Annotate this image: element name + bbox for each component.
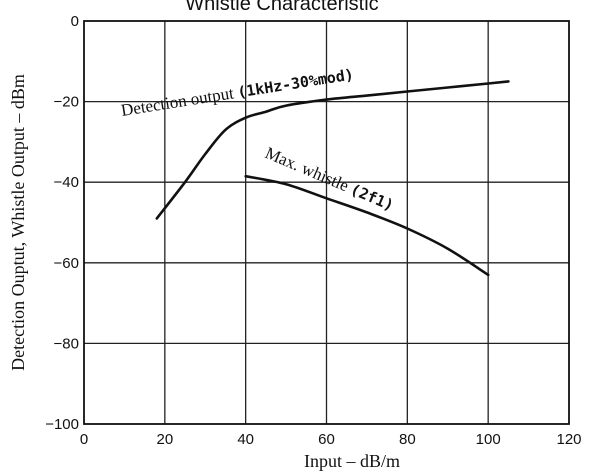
x-tick-label: 0 [80, 431, 88, 448]
plot-frame [83, 20, 570, 425]
x-tick-label: 60 [318, 431, 335, 448]
max-whistle-annotation: Max. whistle (2f1) [262, 143, 396, 214]
detection-output-modulation-label: (1kHz-30%mod) [236, 65, 355, 101]
y-tick-label: −40 [54, 174, 79, 191]
y-tick-label: −20 [54, 94, 79, 111]
series-group [155, 80, 510, 277]
y-tick-label: −80 [54, 335, 79, 352]
max-whistle-label: Max. whistle [262, 143, 351, 195]
y-tick-label: 0 [71, 13, 79, 30]
x-tick-label: 40 [237, 431, 254, 448]
y-tick-label: −100 [45, 416, 79, 433]
detection-output-label: Detection output [120, 83, 236, 120]
chart-title: Whistle Characteristic [185, 0, 378, 15]
x-tick-label: 20 [156, 431, 173, 448]
grid [84, 21, 569, 424]
x-tick-label: 120 [556, 431, 581, 448]
x-tick-label: 80 [399, 431, 416, 448]
y-axis-title: Detection Ouptut, Whistle Output – dBm [8, 74, 28, 371]
x-axis-title: Input – dB/m [304, 451, 400, 471]
x-tick-label: 100 [476, 431, 501, 448]
tick-labels: 0 20 40 60 80 100 120 0 −20 −40 −60 −80 −100 [45, 13, 581, 448]
detection-output-line [155, 80, 510, 220]
max-whistle-line [244, 174, 490, 277]
detection-output-annotation: Detection output (1kHz-30%mod) [120, 64, 355, 120]
y-tick-label: −60 [54, 255, 79, 272]
